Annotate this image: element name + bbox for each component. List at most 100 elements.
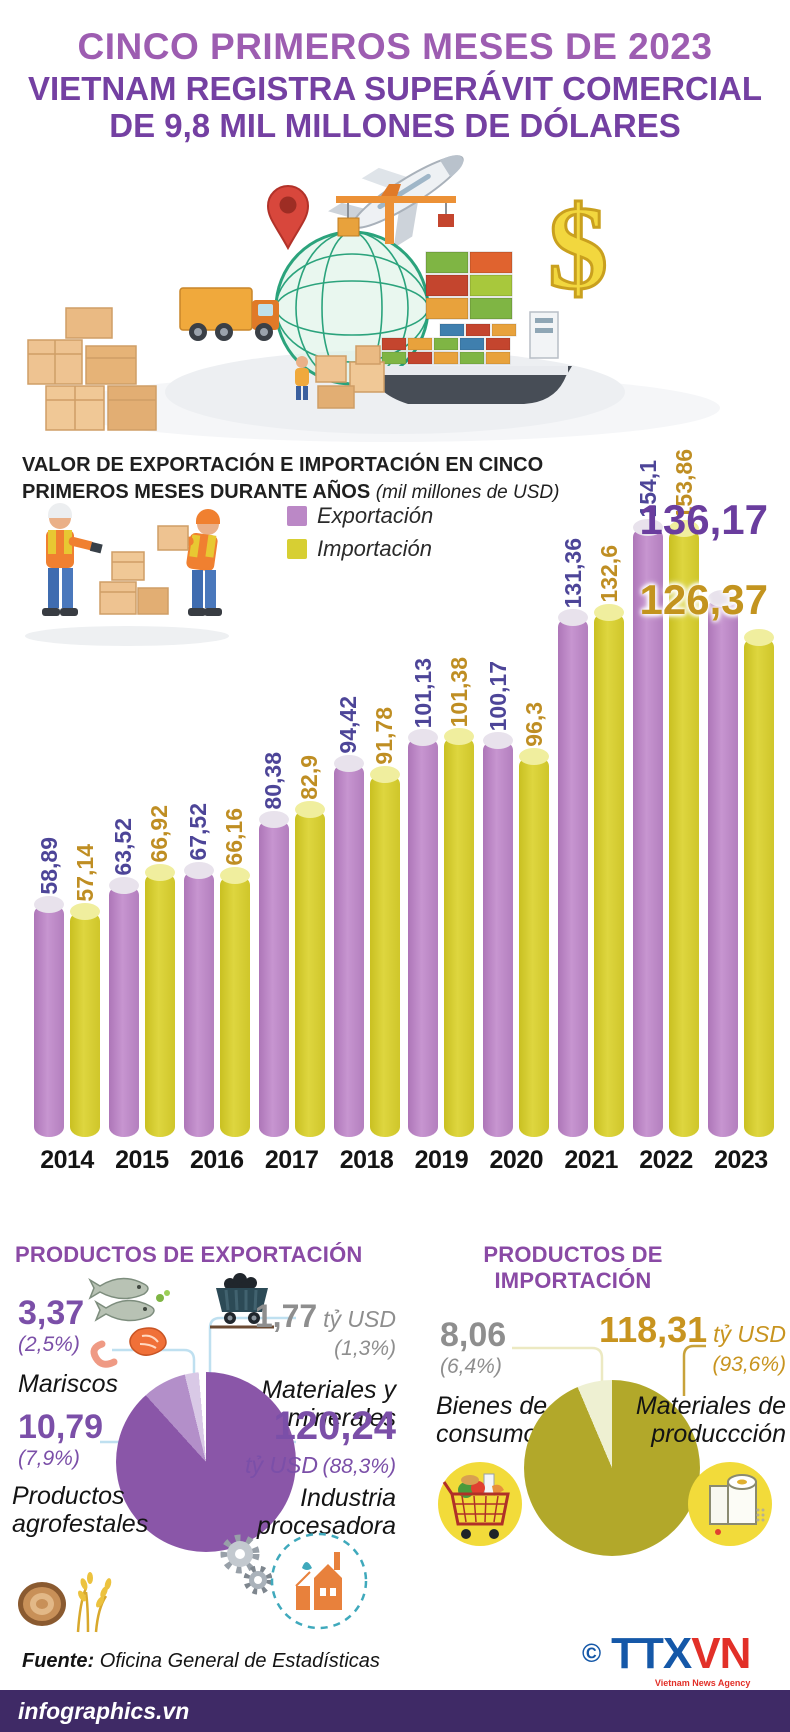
paper-roll-icon (688, 1454, 772, 1559)
bar-import-2014 (70, 903, 100, 1137)
seafood-icon (82, 1264, 182, 1377)
bar-import-2015 (144, 864, 175, 1137)
import-materials-share: (93,6%) (712, 1353, 786, 1376)
bar-group-2018: 94,42 91,78 2018 (333, 696, 400, 1175)
export-industry-unit-share: tỷ USD (88,3%) (245, 1452, 396, 1478)
bar-chart: 58,89 57,14 2014 63,52 66,92 2015 67,52 66,16 20… (34, 449, 774, 1175)
factory-dashed-circle-icon (268, 1522, 370, 1645)
workers-boxes (99, 551, 169, 615)
bar-import-2017 (294, 801, 325, 1137)
export-minerals-share: (1,3%) (334, 1337, 396, 1360)
export-minerals-label: Materiales y minerales (261, 1376, 396, 1432)
source-label: Fuente: (22, 1650, 95, 1672)
export-mariscos-share: (2,5%) (18, 1333, 80, 1356)
bar-chart-title: VALOR DE EXPORTACIÓN E IMPORTACIÓN EN CI… (22, 454, 560, 503)
containers-icon (425, 251, 513, 320)
site-link[interactable]: infographics.vn (18, 1698, 190, 1724)
export-mariscos-label: Mariscos (18, 1370, 119, 1398)
value-2016-export: 67,52 (185, 803, 212, 861)
import-consumo-value: 8,06 (440, 1316, 507, 1354)
bar-group-2021: 131,36 132,6 2021 (558, 538, 625, 1175)
bar-export-2023 (707, 590, 738, 1137)
bar-export-2014 (34, 896, 64, 1137)
year-label-2020: 2020 (489, 1146, 544, 1174)
year-label-2018: 2018 (339, 1146, 394, 1174)
bar-group-2019: 101,13 101,38 2019 (408, 656, 475, 1175)
year-label-2021: 2021 (564, 1146, 618, 1174)
bar-export-2019 (408, 729, 439, 1137)
bar-import-2022 (669, 520, 699, 1137)
bar-export-2020 (483, 732, 514, 1137)
chart-legend: Exportación Importación (287, 503, 433, 562)
logo-ttx: TTX (611, 1629, 692, 1678)
export-agro-value: 10,79 (18, 1408, 104, 1446)
logo-vn: VN (691, 1629, 751, 1678)
bar-import-2016 (219, 867, 250, 1137)
year-label-2022: 2022 (639, 1146, 693, 1174)
export-industry-value: 120,24 (273, 1404, 396, 1448)
bar-export-2018 (333, 755, 364, 1137)
value-2020-export: 100,17 (484, 660, 511, 731)
worker-right-figure (157, 509, 222, 616)
value-2016-import: 66,16 (221, 808, 248, 866)
dock-worker (295, 356, 309, 400)
import-materials-value: 118,31 tỷ USD (599, 1309, 786, 1350)
crane-icon (336, 184, 456, 244)
cargo-ship-icon (368, 311, 572, 404)
location-pin-icon (266, 185, 310, 251)
wood-rice-icon (12, 1544, 117, 1644)
svg-text:$: $ (548, 181, 608, 314)
bar-group-2014: 58,89 57,14 2014 (34, 837, 100, 1175)
bar-export-2016 (183, 862, 214, 1137)
logo-subtitle: Vietnam News Agency (654, 1678, 751, 1688)
value-2017-export: 80,38 (260, 752, 287, 810)
legend-import: Importación (287, 536, 433, 562)
import-pie-chart (524, 1380, 700, 1556)
workers-icon (12, 488, 242, 648)
export-minerals-value: 1,77 tỷ USD (254, 1298, 396, 1334)
bar-group-2016: 67,52 66,16 2016 (183, 803, 250, 1175)
bar-import-2018 (369, 766, 400, 1137)
value-2018-import: 91,78 (371, 707, 397, 765)
bar-chart-unit-note: (mil millones de USD) (375, 482, 560, 503)
bar-export-2022 (633, 519, 663, 1137)
import-consumo-share: (6,4%) (440, 1355, 502, 1378)
legend-export: Exportación (287, 503, 433, 529)
dollar-icon: $ (547, 180, 610, 316)
value-2014-import: 57,14 (71, 844, 98, 902)
coal-cart-icon (208, 1268, 276, 1337)
legend-import-swatch (287, 539, 307, 559)
bar-import-2021 (594, 604, 625, 1137)
import-consumo-label: Bienes de consumo (436, 1392, 548, 1448)
bar-export-2021 (558, 609, 589, 1137)
value-2015-export: 63,52 (110, 818, 137, 876)
title-line-3: DE 9,8 MIL MILLONES DE DÓLARES (109, 107, 681, 144)
import-materials-label: Materiales de produccción (635, 1392, 786, 1448)
import-section-title: PRODUCTOS DE IMPORTACIÓN (483, 1242, 663, 1293)
bar-export-2017 (258, 811, 289, 1137)
value-2019-export: 101,13 (409, 657, 436, 728)
truck-icon (179, 287, 279, 341)
legend-import-label: Importación (317, 536, 432, 561)
year-label-2015: 2015 (115, 1146, 169, 1174)
value-2020-import: 96,3 (520, 702, 547, 747)
value-2017-import: 82,9 (296, 755, 323, 800)
value-2018-export: 94,42 (335, 696, 361, 754)
year-label-2023: 2023 (714, 1146, 768, 1174)
bar-group-2022: 154,1 153,86 2022 (633, 449, 699, 1175)
source-text: Oficina General de Estadísticas (94, 1650, 380, 1672)
title-line-2: VIETNAM REGISTRA SUPERÁVIT COMERCIAL (28, 70, 762, 107)
bar-group-2015: 63,52 66,92 2015 (108, 805, 175, 1175)
gears-icon (216, 1526, 274, 1603)
bar-import-2020 (519, 748, 550, 1137)
value-2019-import: 101,38 (445, 656, 472, 727)
bar-import-2019 (444, 728, 475, 1137)
export-agro-label: Productos agrofestales (12, 1482, 149, 1538)
bar-group-2023: 2023 (707, 590, 774, 1175)
value-2014-export: 58,89 (35, 837, 62, 895)
bar-group-2017: 80,38 82,9 2017 (258, 752, 325, 1175)
year-label-2019: 2019 (414, 1146, 469, 1174)
value-2023-export: 136,17 (639, 496, 768, 543)
grocery-cart-icon (436, 1454, 524, 1559)
export-mariscos-value: 3,37 (18, 1294, 85, 1332)
